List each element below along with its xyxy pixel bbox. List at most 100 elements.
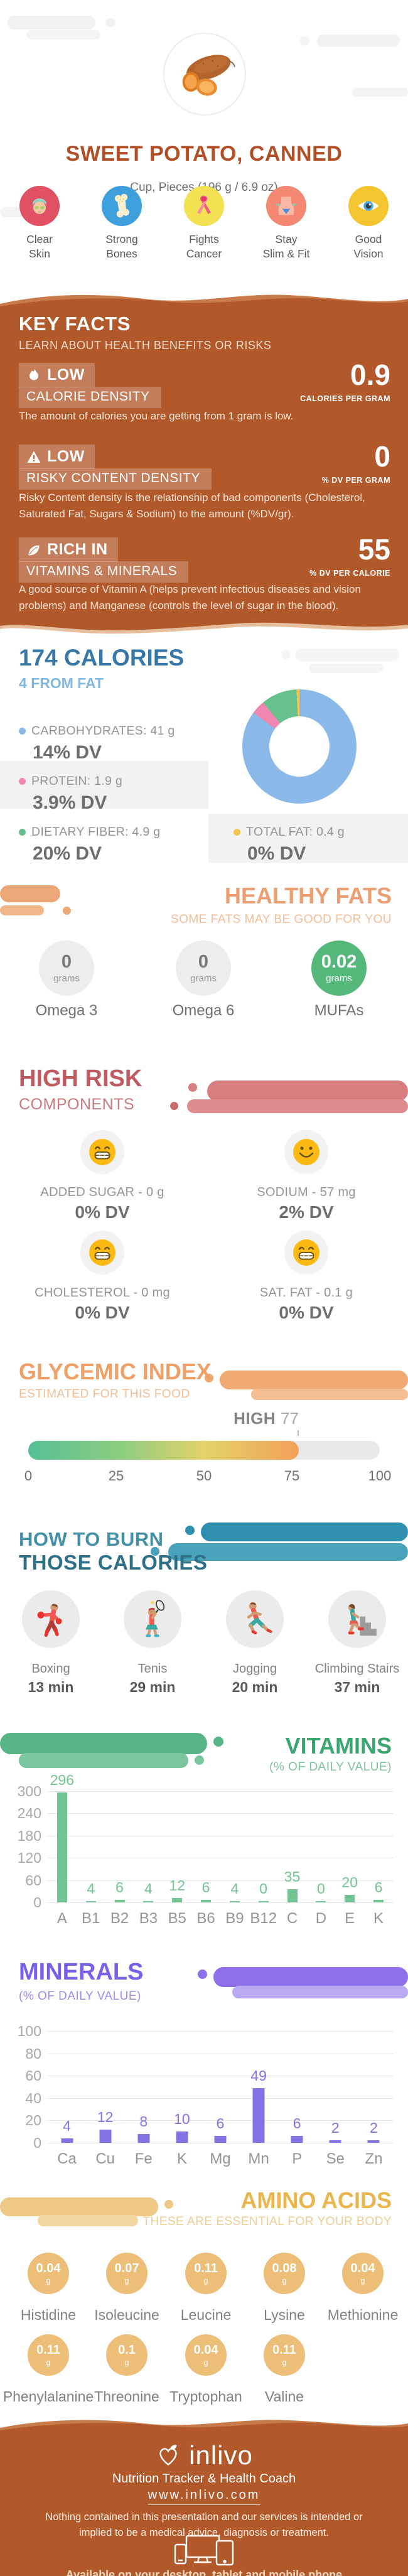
chart-bar-group: 6 Mg bbox=[201, 2031, 239, 2167]
key-facts-background bbox=[0, 308, 408, 616]
macro-label: DIETARY FIBER: 4.9 g bbox=[31, 825, 161, 839]
eye-icon bbox=[348, 186, 389, 226]
bar-category-label: C bbox=[286, 1910, 298, 1927]
bar bbox=[56, 1792, 67, 1902]
fat-label: Omega 3 bbox=[35, 1002, 98, 1019]
amino-unit: g bbox=[360, 2275, 365, 2285]
bar-category-label: B6 bbox=[196, 1910, 215, 1927]
bar-category-label: Fe bbox=[134, 2150, 153, 2167]
amino-value: 0.07 bbox=[114, 2261, 139, 2275]
amino-name: Isoleucine bbox=[94, 2307, 159, 2323]
page-title: SWEET POTATO, CANNED bbox=[65, 142, 343, 166]
bar-category-label: K bbox=[373, 1910, 384, 1927]
chart-bar-group: 2 Se bbox=[316, 2031, 355, 2167]
fact-badge-label: LOW bbox=[47, 366, 85, 384]
bar-value-label: 0 bbox=[316, 1880, 325, 1897]
amino-name: Threonine bbox=[94, 2388, 159, 2405]
bar-value-label: 8 bbox=[139, 2113, 148, 2130]
fact-badge-label: LOW bbox=[47, 448, 85, 465]
macro-dv-value: 0% DV bbox=[247, 843, 306, 864]
amino-title: AMINO ACIDS bbox=[240, 2187, 392, 2213]
macro-dv-value: 3.9% DV bbox=[33, 792, 107, 813]
risk-item: SAT. FAT - 0.1 g 0% DV bbox=[225, 1231, 388, 1323]
smiley-face-icon bbox=[284, 1130, 328, 1174]
sweet-potato-illustration bbox=[182, 55, 235, 96]
amino-unit: g bbox=[282, 2275, 287, 2285]
decor-blob bbox=[168, 1543, 408, 1561]
amino-value: 0.11 bbox=[36, 2342, 60, 2357]
amino-bubble: 0.04 g bbox=[180, 2331, 231, 2378]
brand-logo: inlivo bbox=[0, 2440, 408, 2471]
ribbon-icon bbox=[184, 186, 224, 226]
amino-value: 0.11 bbox=[194, 2261, 218, 2275]
fat-value: 0.02 bbox=[321, 951, 357, 972]
calories-section: 174 CALORIES 4 FROM FAT CARBOHYDRATES: 4… bbox=[0, 637, 408, 879]
benefit-item: Good Vision bbox=[328, 186, 408, 261]
bar bbox=[373, 1900, 384, 1902]
bar bbox=[252, 2088, 265, 2143]
amino-bubble: 0.08 g bbox=[259, 2250, 309, 2297]
bar-value-label: 6 bbox=[374, 1879, 383, 1896]
fact-badge: LOW bbox=[19, 445, 95, 469]
wave-bottom bbox=[0, 616, 408, 634]
flame-icon bbox=[26, 368, 41, 383]
bar-category-label: B2 bbox=[110, 1910, 129, 1927]
website-link[interactable]: www.inlivo.com bbox=[148, 2488, 260, 2505]
decor-blob bbox=[300, 36, 309, 46]
amino-value: 0.04 bbox=[36, 2261, 61, 2275]
chart-gridline bbox=[48, 1902, 393, 1903]
burn-calories-section: HOW TO BURN THOSE CALORIES Boxing 13 min T… bbox=[0, 1519, 408, 1733]
y-axis-label: 100 bbox=[17, 2023, 41, 2039]
decor-blob bbox=[201, 1522, 408, 1541]
bar-category-label: B3 bbox=[139, 1910, 158, 1927]
fat-unit: grams bbox=[53, 973, 80, 984]
calories-title: 174 CALORIES bbox=[19, 645, 185, 671]
benefit-item: Clear Skin bbox=[0, 186, 80, 261]
glycemic-fill bbox=[28, 1441, 299, 1460]
amino-name: Lysine bbox=[264, 2307, 305, 2323]
activity-item: Jogging 20 min bbox=[211, 1590, 299, 1696]
risk-label: ADDED SUGAR - 0 g bbox=[40, 1185, 164, 1199]
fact-unit: % DV PER CALORIE bbox=[309, 569, 390, 578]
bar bbox=[201, 1900, 212, 1902]
activity-label: Jogging bbox=[232, 1662, 277, 1676]
minerals-bar-chart: 0 20 40 60 80 100 4 Ca 12 Cu 8 Fe 10 K 6 Mg 49 Mn 6 P 2 Se 2 Zn bbox=[18, 2024, 393, 2167]
glycemic-scale-label: 0 bbox=[24, 1468, 33, 1484]
high-risk-section: HIGH RISK COMPONENTS ADDED SUGAR - 0 g 0%… bbox=[0, 1064, 408, 1350]
amino-bubble: 0.11 g bbox=[23, 2331, 73, 2378]
y-axis-label: 60 bbox=[25, 2067, 41, 2084]
macro-dv-value: 14% DV bbox=[33, 742, 102, 763]
legend-dot bbox=[19, 728, 26, 735]
bar bbox=[229, 1900, 240, 1902]
amino-name: Histidine bbox=[20, 2307, 77, 2323]
bar-value-label: 296 bbox=[50, 1772, 75, 1789]
healthy-fats-subtitle: SOME FATS MAY BE GOOD FOR YOU bbox=[171, 913, 392, 926]
legend-dot bbox=[19, 829, 26, 836]
minerals-title: MINERALS bbox=[19, 1959, 144, 1985]
chart-gridline bbox=[48, 1791, 393, 1792]
activity-time: 29 min bbox=[129, 1679, 176, 1695]
macro-row: TOTAL FAT: 0.4 g bbox=[234, 825, 345, 839]
bar bbox=[329, 2140, 341, 2143]
benefit-label: Clear Skin bbox=[26, 233, 53, 260]
glycemic-marker: HIGH 77 bbox=[167, 1409, 299, 1428]
bar bbox=[85, 1900, 96, 1902]
glycemic-scale-label: 50 bbox=[196, 1468, 212, 1484]
amino-name: Leucine bbox=[180, 2307, 232, 2323]
amino-value: 0.04 bbox=[350, 2261, 375, 2275]
amino-bubble: 0.07 g bbox=[101, 2250, 152, 2297]
chart-bar-group: 2 Zn bbox=[355, 2031, 393, 2167]
bar-value-label: 0 bbox=[259, 1880, 268, 1897]
bar bbox=[176, 2131, 188, 2143]
fact-value: 55 bbox=[358, 533, 390, 566]
bar-value-label: 6 bbox=[216, 2115, 225, 2132]
macro-legend-item: DIETARY FIBER: 4.9 g 20% DV bbox=[19, 825, 160, 865]
fact-badge: RICH IN bbox=[19, 537, 118, 562]
availability-text: Available on your desktop, tablet and mo… bbox=[65, 2568, 343, 2576]
fact-category: CALORIE DENSITY bbox=[19, 387, 161, 408]
y-axis-label: 0 bbox=[33, 1894, 41, 1910]
activity-item: Tenis 29 min bbox=[109, 1590, 196, 1696]
